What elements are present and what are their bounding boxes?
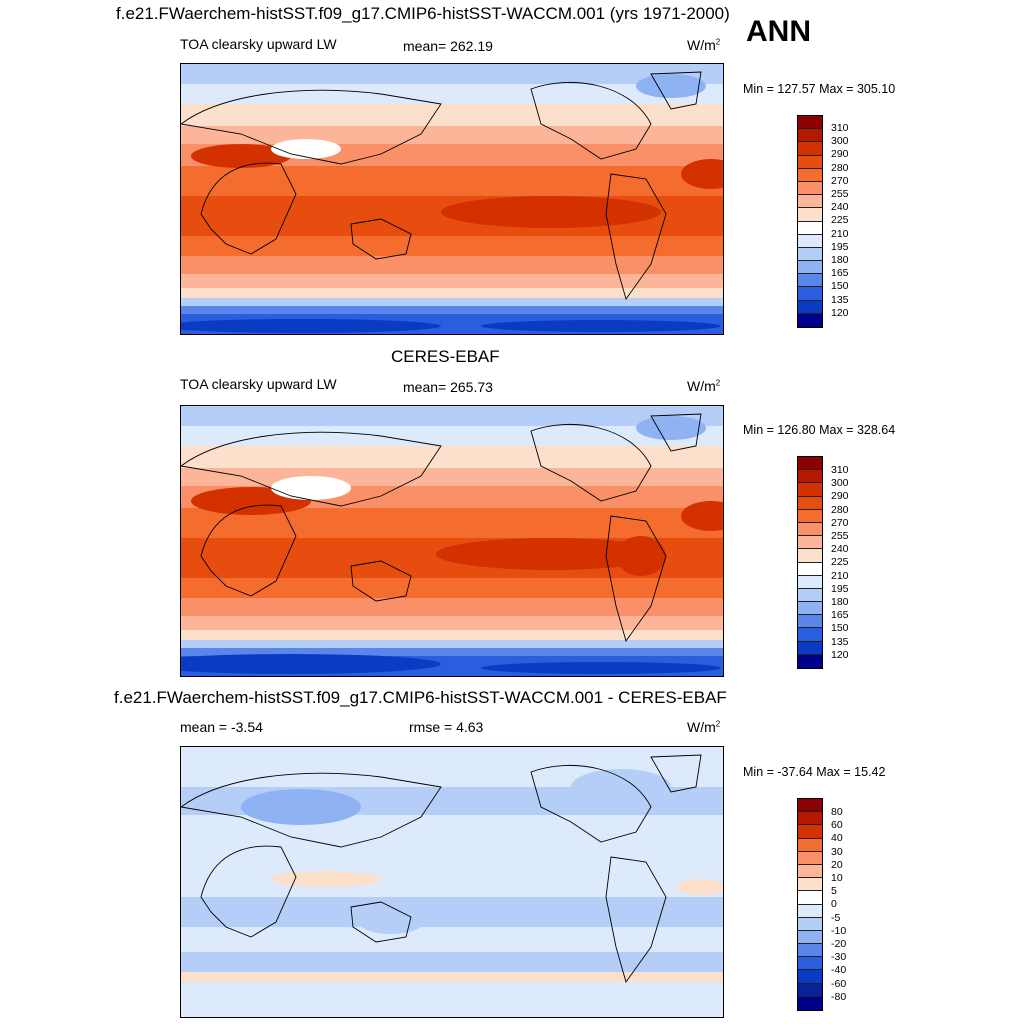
diff-colorbar-tick: 80 <box>831 806 843 818</box>
model-panel-title: f.e21.FWaerchem-histSST.f09_g17.CMIP6-hi… <box>116 5 730 22</box>
diff-colorbar-tick: -5 <box>831 912 840 924</box>
obs-colorbar-tick: 270 <box>831 517 849 529</box>
model-colorbar-tick: 150 <box>831 280 849 292</box>
diff-colorbar-tick: 5 <box>831 885 837 897</box>
model-mean-label: mean= 262.19 <box>403 39 493 53</box>
diff-minmax-label: Min = -37.64 Max = 15.42 <box>743 766 885 779</box>
diff-mean-label: mean = -3.54 <box>180 720 263 734</box>
obs-panel-title: CERES-EBAF <box>391 348 500 365</box>
model-colorbar-tick: 290 <box>831 148 849 160</box>
diff-colorbar-tick: -60 <box>831 978 846 990</box>
obs-colorbar-tick: 300 <box>831 477 849 489</box>
model-colorbar-tick: 210 <box>831 228 849 240</box>
diff-colorbar-tick: 40 <box>831 832 843 844</box>
obs-colorbar-tick: 135 <box>831 636 849 648</box>
model-colorbar-tick: 310 <box>831 122 849 134</box>
diff-units-label: W/m2 <box>687 720 720 734</box>
obs-units-label: W/m2 <box>687 379 720 393</box>
diff-colorbar-tick: 10 <box>831 872 843 884</box>
model-colorbar-tick: 270 <box>831 175 849 187</box>
obs-map <box>180 405 724 677</box>
diff-map <box>180 746 724 1018</box>
model-minmax-label: Min = 127.57 Max = 305.10 <box>743 83 895 96</box>
diff-colorbar-tick: -20 <box>831 938 846 950</box>
obs-colorbar-tick: 165 <box>831 609 849 621</box>
diff-colorbar-tick: 20 <box>831 859 843 871</box>
obs-colorbar-tick: 255 <box>831 530 849 542</box>
obs-colorbar-tick: 195 <box>831 583 849 595</box>
model-colorbar-tick: 165 <box>831 267 849 279</box>
model-colorbar-tick: 280 <box>831 162 849 174</box>
diff-panel-title: f.e21.FWaerchem-histSST.f09_g17.CMIP6-hi… <box>114 689 727 706</box>
diff-colorbar-tick: -40 <box>831 964 846 976</box>
diff-colorbar-tick: 30 <box>831 846 843 858</box>
diff-colorbar-tick: -10 <box>831 925 846 937</box>
obs-colorbar <box>797 456 823 669</box>
model-colorbar-tick: 300 <box>831 135 849 147</box>
model-colorbar-tick: 240 <box>831 201 849 213</box>
obs-colorbar-tick: 225 <box>831 556 849 568</box>
model-colorbar-tick: 255 <box>831 188 849 200</box>
diff-colorbar-tick: 60 <box>831 819 843 831</box>
obs-mean-label: mean= 265.73 <box>403 380 493 394</box>
obs-colorbar-tick: 310 <box>831 464 849 476</box>
obs-colorbar-tick: 210 <box>831 570 849 582</box>
obs-colorbar-tick: 280 <box>831 504 849 516</box>
model-units-label: W/m2 <box>687 38 720 52</box>
season-label: ANN <box>746 17 811 47</box>
obs-minmax-label: Min = 126.80 Max = 328.64 <box>743 424 895 437</box>
model-variable-label: TOA clearsky upward LW <box>180 37 337 51</box>
obs-variable-label: TOA clearsky upward LW <box>180 377 337 391</box>
obs-colorbar-tick: 240 <box>831 543 849 555</box>
model-colorbar-tick: 135 <box>831 294 849 306</box>
obs-colorbar-tick: 150 <box>831 622 849 634</box>
diff-colorbar <box>797 798 823 1011</box>
diff-rmse-label: rmse = 4.63 <box>409 720 483 734</box>
model-colorbar-tick: 225 <box>831 214 849 226</box>
model-map <box>180 63 724 335</box>
obs-colorbar-tick: 180 <box>831 596 849 608</box>
model-colorbar <box>797 115 823 328</box>
diff-colorbar-tick: -80 <box>831 991 846 1003</box>
model-colorbar-tick: 120 <box>831 307 849 319</box>
obs-colorbar-tick: 290 <box>831 490 849 502</box>
model-colorbar-tick: 195 <box>831 241 849 253</box>
diff-colorbar-tick: 0 <box>831 898 837 910</box>
obs-colorbar-tick: 120 <box>831 649 849 661</box>
diff-colorbar-tick: -30 <box>831 951 846 963</box>
model-colorbar-tick: 180 <box>831 254 849 266</box>
